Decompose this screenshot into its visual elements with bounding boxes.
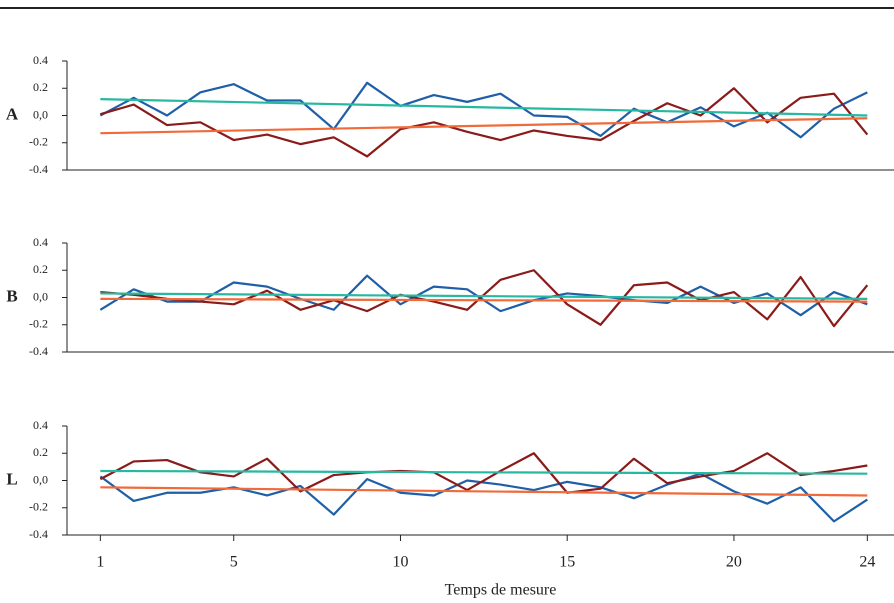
- x-tick-label: 15: [559, 554, 575, 571]
- y-tick-label: -0.2: [29, 135, 48, 149]
- y-tick-label: 0,0: [33, 107, 48, 121]
- y-tick-label: 0.2: [33, 445, 48, 459]
- y-tick-label: 0,0: [33, 289, 48, 303]
- y-tick-label: -0.2: [29, 500, 48, 514]
- panel-label: A: [6, 104, 19, 123]
- series-line: [100, 87, 869, 158]
- series-line: [100, 117, 868, 135]
- y-tick-label: 0.4: [33, 53, 48, 67]
- series-line: [100, 292, 868, 300]
- x-tick-label: 20: [726, 554, 742, 571]
- y-tick-label: 0,0: [33, 472, 48, 486]
- y-tick-label: -0.4: [29, 344, 48, 358]
- x-tick-label: 10: [392, 554, 408, 571]
- x-axis-label: Temps de mesure: [445, 582, 557, 599]
- series-line: [100, 297, 868, 303]
- series-line: [100, 98, 868, 117]
- series-line: [99, 452, 868, 494]
- y-tick-label: 0.2: [33, 262, 48, 276]
- y-tick-label: 0.2: [33, 80, 48, 94]
- top-rule: [0, 7, 894, 9]
- y-tick-label: -0.4: [29, 162, 48, 176]
- series-line: [99, 81, 868, 139]
- y-tick-label: -0.4: [29, 527, 48, 541]
- panel-label: L: [6, 469, 17, 488]
- x-tick-label: 1: [96, 554, 104, 571]
- series-line: [100, 269, 869, 328]
- y-tick-label: -0.2: [29, 317, 48, 331]
- x-tick-label: 5: [230, 554, 238, 571]
- series-line: [100, 486, 868, 497]
- y-tick-label: 0.4: [33, 418, 48, 432]
- series-line: [100, 469, 868, 475]
- x-tick-label: 24: [859, 554, 875, 571]
- y-tick-label: 0.4: [33, 235, 48, 249]
- panel-label: B: [6, 286, 17, 305]
